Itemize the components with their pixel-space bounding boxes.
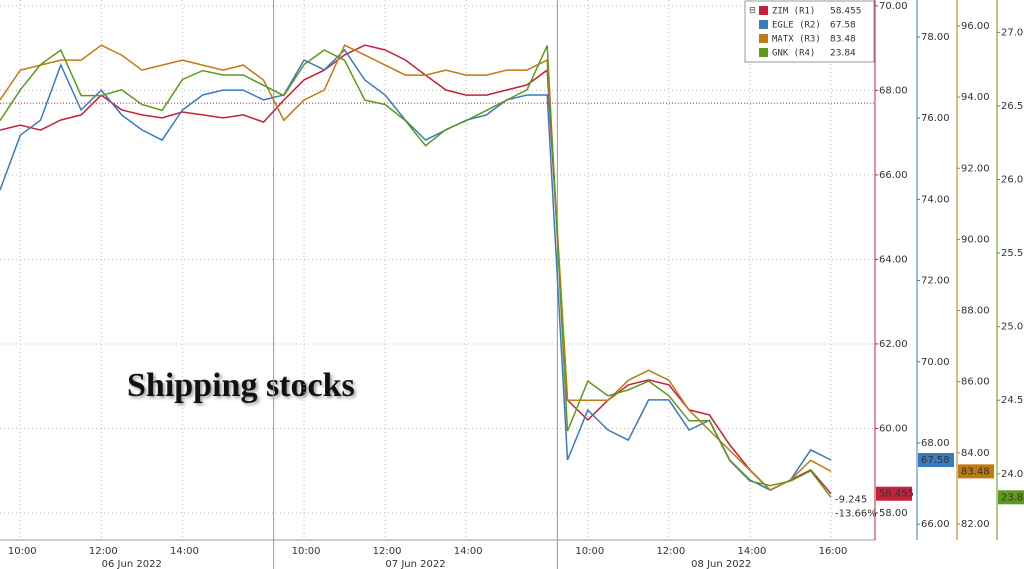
legend-toggle: ⊟	[749, 6, 756, 15]
change-pct-label: -13.66%	[835, 509, 877, 520]
y-tick-label: 68.00	[879, 85, 908, 96]
legend-value: 23.84	[830, 49, 856, 59]
date-label: 07 Jun 2022	[385, 559, 445, 569]
value-tag	[918, 453, 954, 468]
y-tick-label: 24.50	[1001, 395, 1024, 406]
legend-label: GNK (R4)	[772, 49, 815, 59]
y-tick-label: 74.00	[921, 194, 950, 205]
x-tick-label: 10:00	[292, 546, 321, 557]
y-tick-label: 70.00	[879, 1, 908, 12]
value-tag	[998, 490, 1024, 505]
y-tick-label: 92.00	[961, 163, 990, 174]
y-tick-label: 58.00	[879, 508, 908, 519]
y-tick-label: 64.00	[879, 254, 908, 265]
legend-value: 58.455	[830, 7, 862, 17]
y-tick-label: 72.00	[921, 276, 950, 287]
value-tag	[958, 464, 994, 479]
x-tick-label: 10:00	[8, 546, 37, 557]
value-tag-label: 58.455	[879, 489, 914, 500]
series-line	[0, 45, 832, 498]
x-tick-label: 14:00	[170, 546, 199, 557]
y-tick-label: 94.00	[961, 92, 990, 103]
x-tick-label: 12:00	[89, 546, 118, 557]
x-tick-label: 10:00	[575, 546, 604, 557]
y-tick-label: 26.00	[1001, 175, 1024, 186]
date-label: 06 Jun 2022	[102, 559, 162, 569]
x-tick-label: 12:00	[373, 546, 402, 557]
y-tick-label: 76.00	[921, 113, 950, 124]
change-label: -9.245	[835, 495, 867, 506]
value-tag-label: 23.84	[1001, 492, 1024, 503]
legend-swatch	[759, 34, 768, 43]
legend-label: ZIM (R1)	[772, 7, 815, 17]
y-tick-label: 82.00	[961, 519, 990, 530]
y-tick-label: 86.00	[961, 377, 990, 388]
legend-swatch	[759, 6, 768, 15]
date-label: 08 Jun 2022	[691, 559, 751, 569]
legend-swatch	[759, 20, 768, 29]
y-tick-label: 60.00	[879, 423, 908, 434]
legend-value: 83.48	[830, 35, 856, 45]
legend-swatch	[759, 48, 768, 57]
y-tick-label: 78.00	[921, 32, 950, 43]
series-line	[0, 48, 832, 491]
x-tick-label: 14:00	[454, 546, 483, 557]
series-line	[0, 44, 832, 495]
value-tag-label: 67.58	[921, 455, 950, 466]
y-tick-label: 24.00	[1001, 469, 1024, 480]
y-tick-label: 25.00	[1001, 322, 1024, 333]
y-tick-label: 70.00	[921, 357, 950, 368]
x-tick-label: 16:00	[819, 546, 848, 557]
y-tick-label: 96.00	[961, 21, 990, 32]
x-tick-label: 14:00	[738, 546, 767, 557]
y-tick-label: 90.00	[961, 234, 990, 245]
y-tick-label: 27.00	[1001, 27, 1024, 38]
value-tag	[876, 486, 912, 501]
y-tick-label: 66.00	[921, 519, 950, 530]
annotation: Shipping stocks	[127, 367, 355, 404]
y-tick-label: 66.00	[879, 170, 908, 181]
legend-value: 67.58	[830, 21, 856, 31]
x-tick-label: 12:00	[656, 546, 685, 557]
y-tick-label: 62.00	[879, 339, 908, 350]
value-tag-label: 83.48	[961, 466, 990, 477]
y-tick-label: 84.00	[961, 448, 990, 459]
y-tick-label: 88.00	[961, 306, 990, 317]
y-tick-label: 26.50	[1001, 101, 1024, 112]
y-tick-label: 25.50	[1001, 248, 1024, 259]
series-line	[0, 44, 832, 492]
y-tick-label: 68.00	[921, 438, 950, 449]
legend-label: EGLE (R2)	[772, 21, 821, 31]
legend-label: MATX (R3)	[772, 35, 821, 45]
